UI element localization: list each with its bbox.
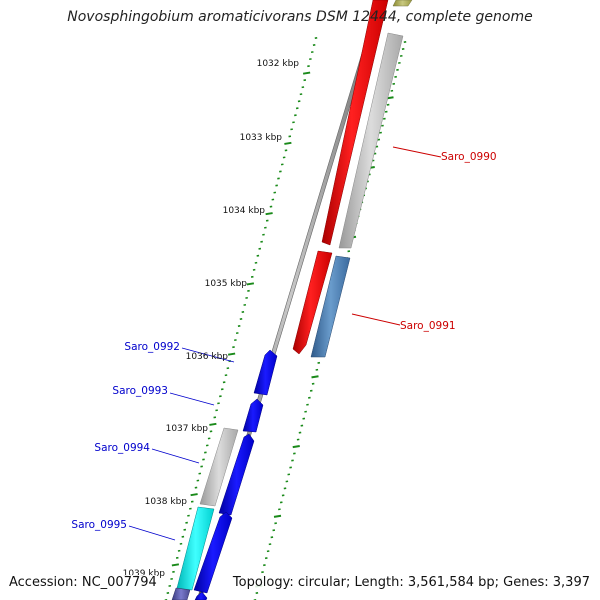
gene-label-saro-0993[interactable]: Saro_0993 [112, 385, 168, 397]
ruler-major-tick [292, 445, 300, 449]
ruler-major-tick [284, 141, 292, 145]
gene-arrow-next-reverse[interactable] [171, 587, 191, 600]
reverse-strand-genes [171, 349, 278, 600]
ruler-tick-label: 1036 kbp [186, 352, 229, 362]
ruler-tick-label: 1034 kbp [223, 206, 266, 216]
kbp-ruler [164, 37, 318, 600]
gene-label-saro-0995[interactable]: Saro_0995 [71, 519, 127, 531]
ruler-major-tick [273, 514, 282, 518]
gene-label-saro-0992[interactable]: Saro_0992 [124, 341, 180, 353]
ruler-major-tick [171, 563, 180, 567]
gene-labels: Saro_0990 Saro_0991 Saro_0992 Saro_0993 … [71, 151, 496, 531]
genome-summary: Topology: circular; Length: 3,561,584 bp… [232, 575, 590, 590]
ruler-major-tick [246, 282, 255, 286]
gene-label-saro-0990[interactable]: Saro_0990 [441, 151, 497, 163]
ruler-tick-label: 1035 kbp [205, 279, 248, 289]
ruler-major-tick [311, 375, 319, 379]
ruler-tick-label: 1032 kbp [257, 59, 300, 69]
gene-label-saro-0991[interactable]: Saro_0991 [400, 320, 456, 332]
accession-value: NC_007794 [81, 575, 157, 590]
gene-arrow-saro-0993[interactable] [242, 398, 264, 433]
gene-arrow-saro-0995[interactable] [193, 511, 233, 594]
forward-strand-genes [292, 0, 413, 358]
ruler-major-tick [265, 212, 273, 216]
ruler-major-tick [227, 352, 236, 356]
gene-arrow-saro-0994[interactable] [218, 433, 255, 516]
gene-arrow-saro-0991-reverse[interactable] [310, 255, 351, 358]
accession-info: Accession: NC_007794 [9, 575, 157, 590]
accession-label: Accession: [9, 575, 78, 590]
ruler-tick-labels: 1032 kbp 1033 kbp 1034 kbp 1035 kbp 1036… [123, 59, 300, 579]
label-leaders [128, 146, 442, 541]
gene-arrow-next-forward[interactable] [194, 591, 208, 600]
gene-arrow-saro-0990-reverse[interactable] [338, 32, 404, 249]
ruler-major-tick [302, 71, 311, 75]
ruler-major-tick [190, 493, 198, 497]
page-title: Novosphingobium aromaticivorans DSM 1244… [67, 9, 533, 25]
ruler-tick-label: 1037 kbp [166, 424, 209, 434]
gene-arrow-saro-0995-reverse[interactable] [176, 506, 215, 591]
gene-arrow-saro-0992[interactable] [253, 349, 278, 396]
ruler-major-tick [209, 422, 217, 426]
ruler-tick-label: 1039 kbp [123, 569, 166, 579]
gene-label-saro-0994[interactable]: Saro_0994 [94, 442, 150, 454]
ruler-tick-label: 1038 kbp [145, 497, 188, 507]
ruler-tick-label: 1033 kbp [240, 133, 283, 143]
gene-arrow-saro-0989-reverse[interactable] [392, 0, 413, 7]
gene-arrow-saro-0994-reverse[interactable] [199, 427, 239, 507]
gene-arrow-saro-0990[interactable] [321, 0, 389, 246]
gene-arrow-saro-0991[interactable] [292, 250, 333, 355]
